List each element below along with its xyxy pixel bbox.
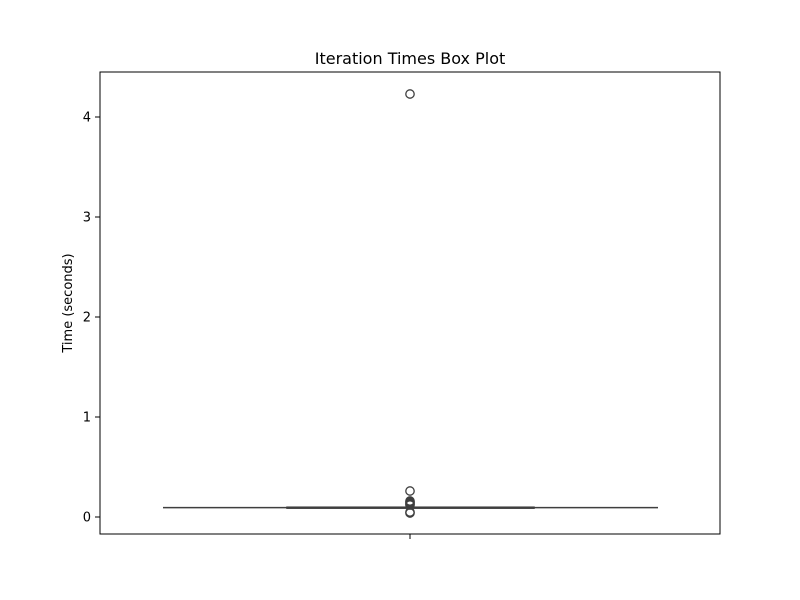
outlier-point xyxy=(405,486,415,496)
y-axis-label: Time (seconds) xyxy=(61,253,76,353)
plot-area: 0 1 2 3 4 xyxy=(83,71,721,539)
y-tick-label: 4 xyxy=(83,111,91,126)
y-tick-label: 1 xyxy=(83,411,91,426)
outlier-point xyxy=(405,508,415,518)
outlier-point xyxy=(405,89,415,99)
chart-title: Iteration Times Box Plot xyxy=(315,49,506,68)
axes-frame xyxy=(99,71,721,535)
y-tick-label: 0 xyxy=(83,511,91,526)
y-tick-label: 2 xyxy=(83,311,91,326)
y-tick-label: 3 xyxy=(83,211,91,226)
